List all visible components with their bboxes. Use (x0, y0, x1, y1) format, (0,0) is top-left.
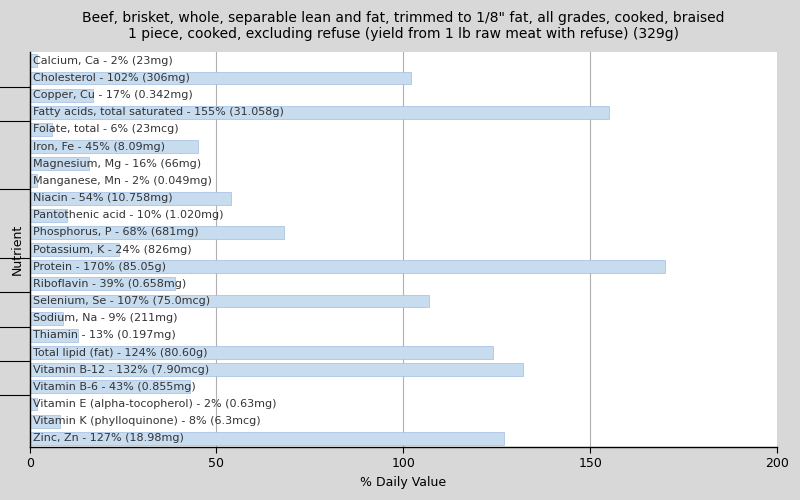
Text: Manganese, Mn - 2% (0.049mg): Manganese, Mn - 2% (0.049mg) (34, 176, 212, 186)
Text: Vitamin K (phylloquinone) - 8% (6.3mcg): Vitamin K (phylloquinone) - 8% (6.3mcg) (34, 416, 261, 426)
Text: Iron, Fe - 45% (8.09mg): Iron, Fe - 45% (8.09mg) (34, 142, 166, 152)
X-axis label: % Daily Value: % Daily Value (360, 476, 446, 489)
Text: Potassium, K - 24% (826mg): Potassium, K - 24% (826mg) (34, 244, 192, 254)
Bar (30, 226, 284, 239)
Bar (30, 278, 175, 290)
Bar (30, 398, 37, 410)
Y-axis label: Nutrient: Nutrient (11, 224, 24, 275)
Text: Selenium, Se - 107% (75.0mcg): Selenium, Se - 107% (75.0mcg) (34, 296, 210, 306)
Bar (30, 140, 198, 153)
Bar (30, 312, 63, 324)
Text: Phosphorus, P - 68% (681mg): Phosphorus, P - 68% (681mg) (34, 228, 199, 237)
Bar (30, 346, 493, 359)
Bar (30, 243, 119, 256)
Bar (30, 209, 67, 222)
Text: Pantothenic acid - 10% (1.020mg): Pantothenic acid - 10% (1.020mg) (34, 210, 224, 220)
Text: Total lipid (fat) - 124% (80.60g): Total lipid (fat) - 124% (80.60g) (34, 348, 208, 358)
Bar (30, 192, 231, 204)
Text: Niacin - 54% (10.758mg): Niacin - 54% (10.758mg) (34, 193, 173, 203)
Bar (30, 260, 665, 273)
Bar (30, 54, 37, 67)
Bar (30, 294, 430, 308)
Bar (30, 380, 190, 394)
Text: Vitamin B-6 - 43% (0.855mg): Vitamin B-6 - 43% (0.855mg) (34, 382, 196, 392)
Bar (30, 158, 90, 170)
Text: Zinc, Zn - 127% (18.98mg): Zinc, Zn - 127% (18.98mg) (34, 434, 184, 444)
Bar (30, 123, 52, 136)
Text: Magnesium, Mg - 16% (66mg): Magnesium, Mg - 16% (66mg) (34, 159, 202, 169)
Text: Vitamin E (alpha-tocopherol) - 2% (0.63mg): Vitamin E (alpha-tocopherol) - 2% (0.63m… (34, 399, 277, 409)
Bar (30, 364, 523, 376)
Bar (30, 72, 410, 85)
Text: Fatty acids, total saturated - 155% (31.058g): Fatty acids, total saturated - 155% (31.… (34, 108, 284, 118)
Text: Calcium, Ca - 2% (23mg): Calcium, Ca - 2% (23mg) (34, 56, 173, 66)
Bar (30, 174, 37, 188)
Text: Riboflavin - 39% (0.658mg): Riboflavin - 39% (0.658mg) (34, 279, 186, 289)
Bar (30, 432, 504, 445)
Bar (30, 329, 78, 342)
Text: Vitamin B-12 - 132% (7.90mcg): Vitamin B-12 - 132% (7.90mcg) (34, 364, 210, 374)
Text: Sodium, Na - 9% (211mg): Sodium, Na - 9% (211mg) (34, 313, 178, 323)
Text: Copper, Cu - 17% (0.342mg): Copper, Cu - 17% (0.342mg) (34, 90, 193, 100)
Bar (30, 88, 93, 102)
Text: Thiamin - 13% (0.197mg): Thiamin - 13% (0.197mg) (34, 330, 176, 340)
Bar (30, 106, 609, 118)
Bar (30, 414, 59, 428)
Text: Folate, total - 6% (23mcg): Folate, total - 6% (23mcg) (34, 124, 179, 134)
Text: Protein - 170% (85.05g): Protein - 170% (85.05g) (34, 262, 166, 272)
Text: Cholesterol - 102% (306mg): Cholesterol - 102% (306mg) (34, 73, 190, 83)
Title: Beef, brisket, whole, separable lean and fat, trimmed to 1/8" fat, all grades, c: Beef, brisket, whole, separable lean and… (82, 11, 725, 42)
